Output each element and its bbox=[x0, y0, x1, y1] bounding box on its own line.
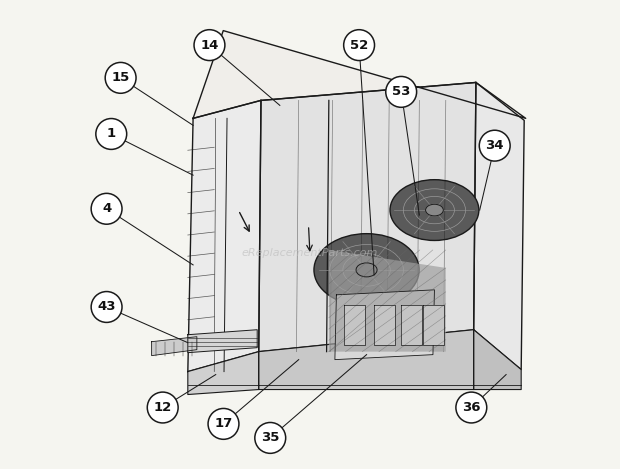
Ellipse shape bbox=[314, 234, 419, 306]
Circle shape bbox=[105, 62, 136, 93]
Ellipse shape bbox=[356, 263, 377, 277]
Text: 14: 14 bbox=[200, 38, 219, 52]
Polygon shape bbox=[474, 83, 524, 370]
Circle shape bbox=[343, 30, 374, 61]
Circle shape bbox=[479, 130, 510, 161]
Polygon shape bbox=[474, 330, 521, 390]
Polygon shape bbox=[423, 305, 445, 345]
Text: 53: 53 bbox=[392, 85, 410, 98]
Text: 15: 15 bbox=[112, 71, 130, 84]
Polygon shape bbox=[329, 250, 446, 352]
Polygon shape bbox=[374, 305, 395, 345]
Circle shape bbox=[456, 392, 487, 423]
Text: 17: 17 bbox=[215, 417, 232, 431]
Ellipse shape bbox=[425, 204, 443, 216]
Text: 36: 36 bbox=[462, 401, 480, 414]
Circle shape bbox=[255, 423, 286, 454]
Text: eReplacementParts.com: eReplacementParts.com bbox=[242, 248, 378, 258]
Text: 43: 43 bbox=[97, 301, 116, 313]
Ellipse shape bbox=[390, 180, 479, 241]
Polygon shape bbox=[335, 290, 435, 360]
Text: 4: 4 bbox=[102, 202, 111, 215]
Circle shape bbox=[91, 193, 122, 224]
Circle shape bbox=[91, 292, 122, 322]
Text: 34: 34 bbox=[485, 139, 504, 152]
Circle shape bbox=[386, 76, 417, 107]
Circle shape bbox=[208, 408, 239, 439]
Text: 52: 52 bbox=[350, 38, 368, 52]
Text: 1: 1 bbox=[107, 128, 116, 140]
Polygon shape bbox=[259, 83, 476, 352]
Circle shape bbox=[194, 30, 225, 61]
Circle shape bbox=[96, 119, 126, 150]
Polygon shape bbox=[152, 337, 197, 356]
Polygon shape bbox=[193, 30, 526, 118]
Polygon shape bbox=[188, 100, 261, 371]
Polygon shape bbox=[188, 352, 259, 394]
Polygon shape bbox=[259, 330, 474, 390]
Text: 12: 12 bbox=[154, 401, 172, 414]
Polygon shape bbox=[188, 330, 257, 353]
Polygon shape bbox=[401, 305, 422, 345]
Circle shape bbox=[148, 392, 178, 423]
Text: 35: 35 bbox=[261, 431, 280, 445]
Polygon shape bbox=[344, 305, 365, 345]
